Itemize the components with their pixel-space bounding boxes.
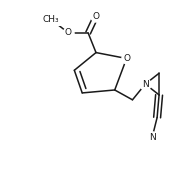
Text: O: O bbox=[65, 28, 72, 37]
Text: O: O bbox=[123, 54, 130, 63]
Text: N: N bbox=[142, 80, 149, 88]
Text: N: N bbox=[149, 133, 156, 142]
Text: O: O bbox=[92, 12, 100, 21]
Text: CH₃: CH₃ bbox=[42, 15, 59, 24]
